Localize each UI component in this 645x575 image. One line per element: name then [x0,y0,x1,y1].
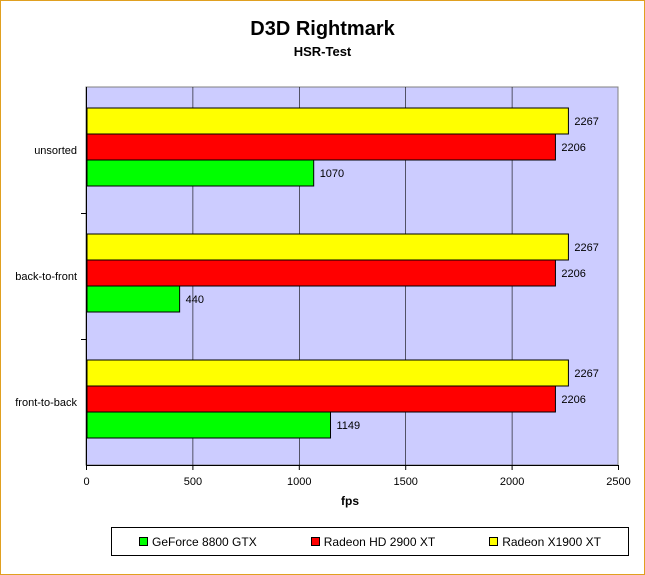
chart-title: D3D Rightmark [250,18,395,40]
bar-0-1 [86,133,556,161]
x-tick-label-2: 1000 [287,476,311,488]
data-label-1-0: 2267 [574,242,598,254]
bar-1-0 [86,233,569,261]
chart-subtitle: HSR-Test [293,44,352,59]
legend-swatch-radeon-x1900 [489,537,499,546]
x-tick-label-4: 2000 [500,476,524,488]
y-category-label-1: back-to-front [15,271,77,283]
x-tick-label-5: 2500 [606,476,630,488]
legend-swatch-radeon-hd [310,537,320,546]
data-label-0-1: 2206 [561,142,585,154]
bar-2-1 [86,385,556,413]
bar-0-2 [86,159,315,187]
bar-2-2 [86,411,332,439]
bar-1-2 [86,285,181,313]
x-tick-label-0: 0 [83,476,89,488]
bar-2-0 [86,359,569,387]
x-tick-label-1: 500 [184,476,202,488]
bar-0-0 [86,107,569,135]
x-axis-label: fps [341,494,359,508]
data-label-2-0: 2267 [574,368,598,380]
legend-swatch-geforce [139,537,149,546]
bar-1-1 [86,259,556,287]
legend-label-geforce: GeForce 8800 GTX [152,534,257,549]
x-tick-label-3: 1500 [393,476,417,488]
y-category-label-0: unsorted [34,145,77,157]
data-label-2-2: 1149 [337,420,361,432]
legend-item-radeon-hd: Radeon HD 2900 XT [310,534,436,549]
data-label-1-2: 440 [186,294,204,306]
data-label-1-1: 2206 [561,268,585,280]
data-label-0-0: 2267 [574,116,598,128]
legend-label-radeon-x1900: Radeon X1900 XT [502,534,601,549]
data-label-0-2: 1070 [320,168,344,180]
legend-label-radeon-hd: Radeon HD 2900 XT [323,534,436,549]
data-label-2-1: 2206 [561,394,585,406]
y-category-label-2: front-to-back [15,397,77,409]
legend: GeForce 8800 GTX Radeon HD 2900 XT Radeo… [111,527,629,556]
legend-item-geforce: GeForce 8800 GTX [139,535,257,549]
legend-item-radeon-x1900: Radeon X1900 XT [489,535,601,549]
